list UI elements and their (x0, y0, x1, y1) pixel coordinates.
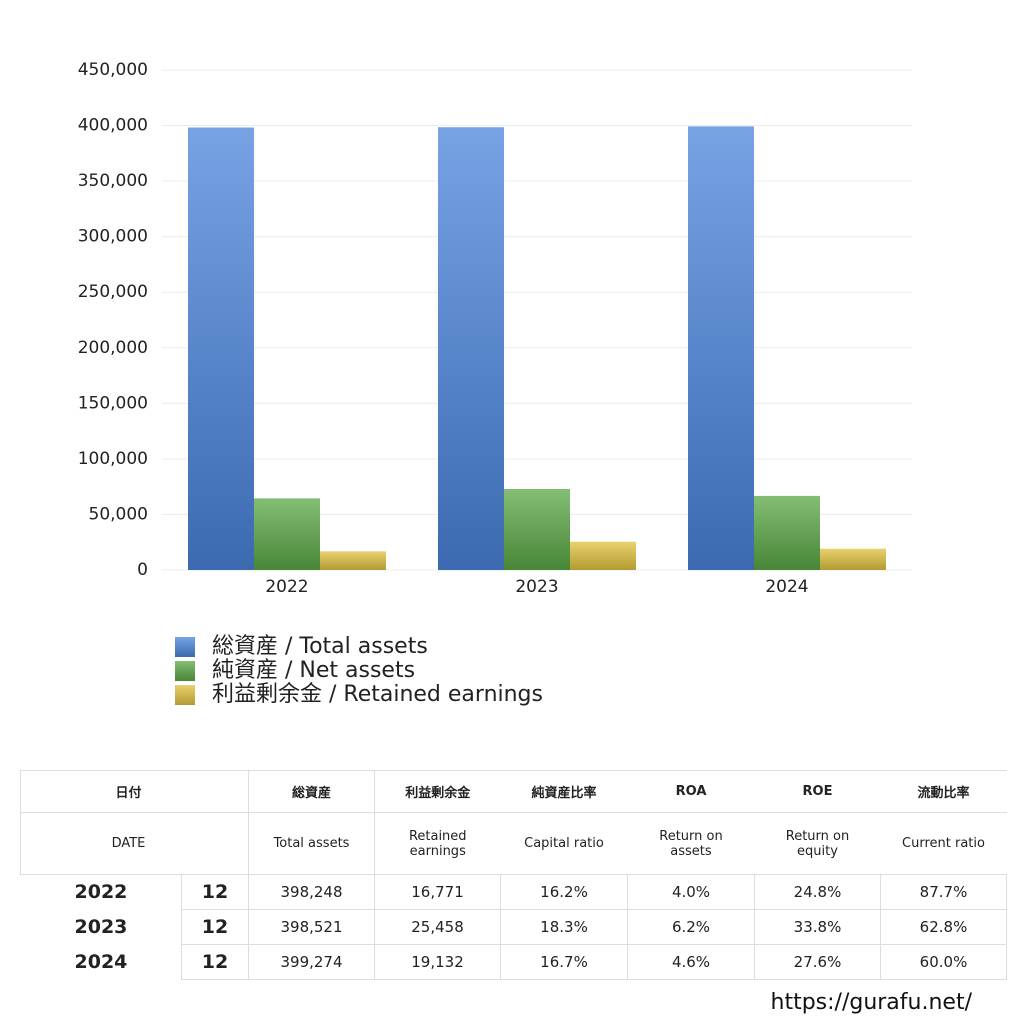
table-cell: 18.3% (500, 909, 628, 945)
table-cell: 総資産 (248, 770, 375, 813)
table-cell: 60.0% (880, 944, 1007, 980)
table-cell: 純資産比率 (500, 770, 628, 813)
data-row: 2022 12 398,248 16,771 16.2% 4.0% 24.8% 87.7% (20, 874, 1007, 910)
x-tick-label: 2023 (515, 577, 558, 597)
table-cell: 12 (181, 944, 249, 980)
table-cell: 16,771 (374, 874, 501, 910)
table-cell: Total assets (248, 812, 375, 875)
table-cell: 25,458 (374, 909, 501, 945)
table-cell: 利益剰余金 (374, 770, 501, 813)
table-cell: Capital ratio (500, 812, 628, 875)
table-cell: 27.6% (754, 944, 881, 980)
legend-swatch (175, 661, 195, 681)
data-row: 2024 12 399,274 19,132 16.7% 4.6% 27.6% 60.0% (20, 944, 1007, 980)
table-cell: 2023 (20, 909, 182, 945)
table-cell: 12 (181, 874, 249, 910)
bar (254, 498, 320, 570)
table-cell: 16.2% (500, 874, 628, 910)
header-row: DATE Total assets Retained earnings Capital… (20, 812, 1007, 875)
y-tick-label: 200,000 (78, 338, 148, 358)
table-cell: 4.6% (627, 944, 755, 980)
legend-swatch (175, 637, 195, 657)
y-tick-label: 350,000 (78, 171, 148, 191)
table-cell: 16.7% (500, 944, 628, 980)
x-tick-label: 2022 (265, 577, 308, 597)
bar (320, 551, 386, 570)
legend-swatch (175, 685, 195, 705)
table-cell: 399,274 (248, 944, 375, 980)
bar (570, 541, 636, 570)
y-tick-label: 0 (137, 560, 148, 580)
y-tick-label: 400,000 (78, 116, 148, 136)
table-cell: 日付 (20, 770, 249, 813)
data-table: 日付 総資産 利益剰余金 純資産比率 ROA ROE 流動比率 DATE Total asset… (20, 770, 1007, 980)
table-cell: 流動比率 (880, 770, 1007, 813)
y-tick-label: 300,000 (78, 227, 148, 247)
x-tick-label: 2024 (765, 577, 808, 597)
table-cell: DATE (20, 812, 249, 875)
y-tick-label: 150,000 (78, 393, 148, 413)
table-cell: 87.7% (880, 874, 1007, 910)
bar (438, 127, 504, 571)
table-cell: ROE (754, 770, 881, 813)
y-tick-label: 250,000 (78, 282, 148, 302)
bar (820, 548, 886, 570)
table-cell: 62.8% (880, 909, 1007, 945)
table-cell: 19,132 (374, 944, 501, 980)
chart: 0 50,000 100,000 150,000 200,000 250,000 300,0… (78, 60, 912, 707)
bar (188, 127, 254, 570)
table-cell: Current ratio (880, 812, 1007, 875)
legend-label: 利益剰余金 / Retained earnings (212, 682, 543, 707)
table-cell: Retained earnings (374, 812, 501, 875)
table-cell: 12 (181, 909, 249, 945)
table-cell: 24.8% (754, 874, 881, 910)
table-cell: Return on assets (627, 812, 755, 875)
bar (754, 495, 820, 570)
table-cell: ROA (627, 770, 755, 813)
table-cell: 2022 (20, 874, 182, 910)
data-row: 2023 12 398,521 25,458 18.3% 6.2% 33.8% 62.8% (20, 909, 1007, 945)
table-cell: 6.2% (627, 909, 755, 945)
header-row: 日付 総資産 利益剰余金 純資産比率 ROA ROE 流動比率 (20, 770, 1007, 813)
table-cell: 398,248 (248, 874, 375, 910)
table-cell: Return on equity (754, 812, 881, 875)
table-cell: 4.0% (627, 874, 755, 910)
y-tick-label: 100,000 (78, 449, 148, 469)
bar (504, 489, 570, 570)
bar (688, 126, 754, 571)
footer-url: https://gurafu.net/ (770, 990, 973, 1015)
y-tick-label: 450,000 (78, 60, 148, 80)
y-tick-label: 50,000 (89, 504, 148, 524)
legend-label: 総資産 / Total assets (212, 634, 428, 659)
table-cell: 398,521 (248, 909, 375, 945)
table-cell: 2024 (20, 944, 182, 980)
table-cell: 33.8% (754, 909, 881, 945)
legend-label: 純資産 / Net assets (212, 658, 415, 683)
